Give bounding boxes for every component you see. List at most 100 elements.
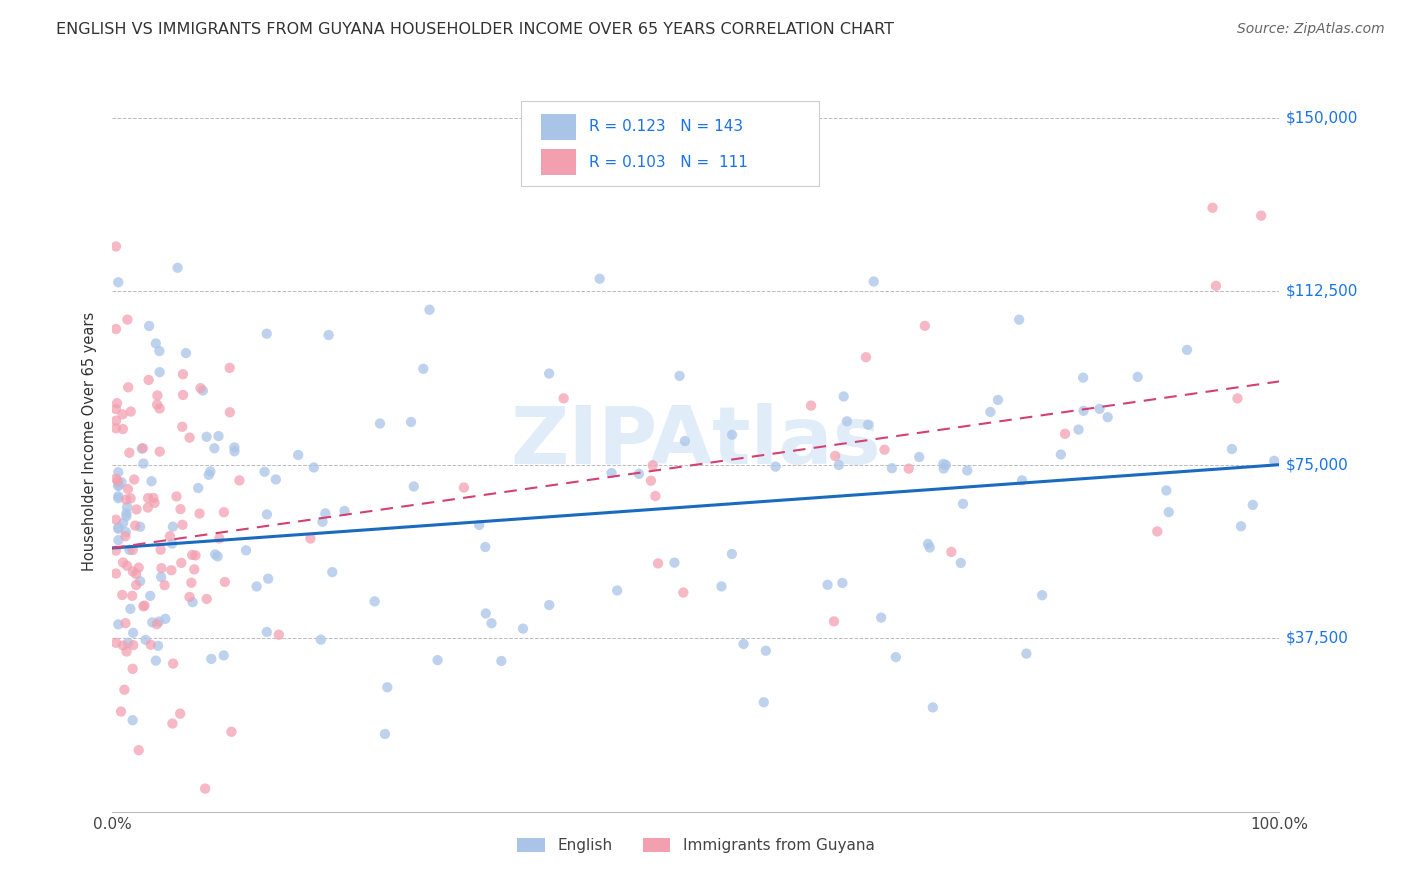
Point	[195, 430, 218, 444]
Point	[932, 461, 955, 475]
Point	[1088, 401, 1111, 416]
Point	[111, 588, 134, 602]
Point	[121, 565, 143, 579]
Point	[172, 388, 194, 402]
Point	[204, 547, 226, 561]
Point	[828, 458, 851, 472]
Point	[107, 489, 129, 503]
Point	[107, 474, 129, 488]
Text: $75,000: $75,000	[1285, 458, 1348, 472]
Point	[174, 346, 197, 360]
Point	[553, 392, 575, 406]
Point	[314, 507, 336, 521]
Point	[873, 442, 896, 457]
Point	[122, 473, 145, 487]
Point	[641, 458, 664, 473]
Point	[1067, 423, 1090, 437]
Point	[1073, 404, 1095, 418]
Point	[668, 368, 690, 383]
Point	[824, 449, 846, 463]
Point	[148, 615, 170, 629]
Point	[110, 705, 132, 719]
Point	[311, 515, 333, 529]
Point	[129, 574, 152, 589]
Point	[856, 417, 879, 432]
Point	[538, 367, 561, 381]
Point	[481, 616, 503, 631]
Point	[146, 639, 169, 653]
Point	[647, 557, 669, 571]
Text: ENGLISH VS IMMIGRANTS FROM GUYANA HOUSEHOLDER INCOME OVER 65 YEARS CORRELATION C: ENGLISH VS IMMIGRANTS FROM GUYANA HOUSEH…	[56, 22, 894, 37]
Point	[143, 496, 166, 510]
Point	[107, 465, 129, 479]
Point	[104, 322, 127, 336]
Point	[105, 396, 128, 410]
Point	[107, 491, 129, 506]
Point	[935, 458, 957, 472]
Point	[855, 350, 877, 364]
Point	[149, 401, 172, 416]
Point	[146, 388, 169, 402]
Point	[212, 505, 235, 519]
Point	[672, 585, 695, 599]
Point	[135, 632, 157, 647]
Point	[114, 616, 136, 631]
Point	[194, 781, 217, 796]
Point	[1263, 454, 1285, 468]
Point	[124, 518, 146, 533]
Point	[256, 508, 278, 522]
Point	[600, 466, 623, 480]
Point	[333, 504, 356, 518]
Point	[1031, 588, 1053, 602]
Point	[721, 427, 744, 442]
Point	[733, 637, 755, 651]
Point	[121, 662, 143, 676]
Point	[107, 479, 129, 493]
Point	[368, 417, 391, 431]
Point	[145, 336, 167, 351]
Y-axis label: Householder Income Over 65 years: Householder Income Over 65 years	[82, 312, 97, 571]
Point	[212, 648, 235, 663]
Point	[150, 570, 173, 584]
Point	[169, 706, 191, 721]
Point	[107, 533, 129, 548]
Point	[1157, 505, 1180, 519]
Point	[491, 654, 513, 668]
Point	[538, 598, 561, 612]
Point	[104, 414, 127, 428]
Point	[218, 405, 240, 419]
Point	[114, 529, 136, 543]
Text: R = 0.103   N =  111: R = 0.103 N = 111	[589, 155, 748, 169]
Point	[949, 556, 972, 570]
Point	[110, 475, 132, 490]
Point	[200, 652, 222, 666]
Point	[183, 562, 205, 576]
Point	[228, 474, 250, 488]
Point	[139, 589, 162, 603]
Point	[200, 464, 222, 478]
Point	[835, 414, 858, 428]
Point	[664, 556, 686, 570]
Point	[122, 625, 145, 640]
Point	[197, 467, 219, 482]
Point	[246, 579, 269, 593]
Point	[107, 478, 129, 492]
Point	[166, 490, 188, 504]
Point	[224, 441, 246, 455]
Point	[755, 644, 778, 658]
Point	[136, 491, 159, 505]
Point	[179, 431, 201, 445]
Point	[917, 537, 939, 551]
Point	[952, 497, 974, 511]
Point	[224, 444, 246, 458]
Point	[181, 548, 204, 562]
Point	[155, 612, 177, 626]
Point	[765, 459, 787, 474]
Point	[128, 743, 150, 757]
Text: R = 0.123   N = 143: R = 0.123 N = 143	[589, 120, 742, 135]
Point	[115, 492, 138, 507]
Point	[125, 502, 148, 516]
Point	[145, 654, 167, 668]
Point	[111, 422, 134, 436]
Point	[1156, 483, 1178, 498]
